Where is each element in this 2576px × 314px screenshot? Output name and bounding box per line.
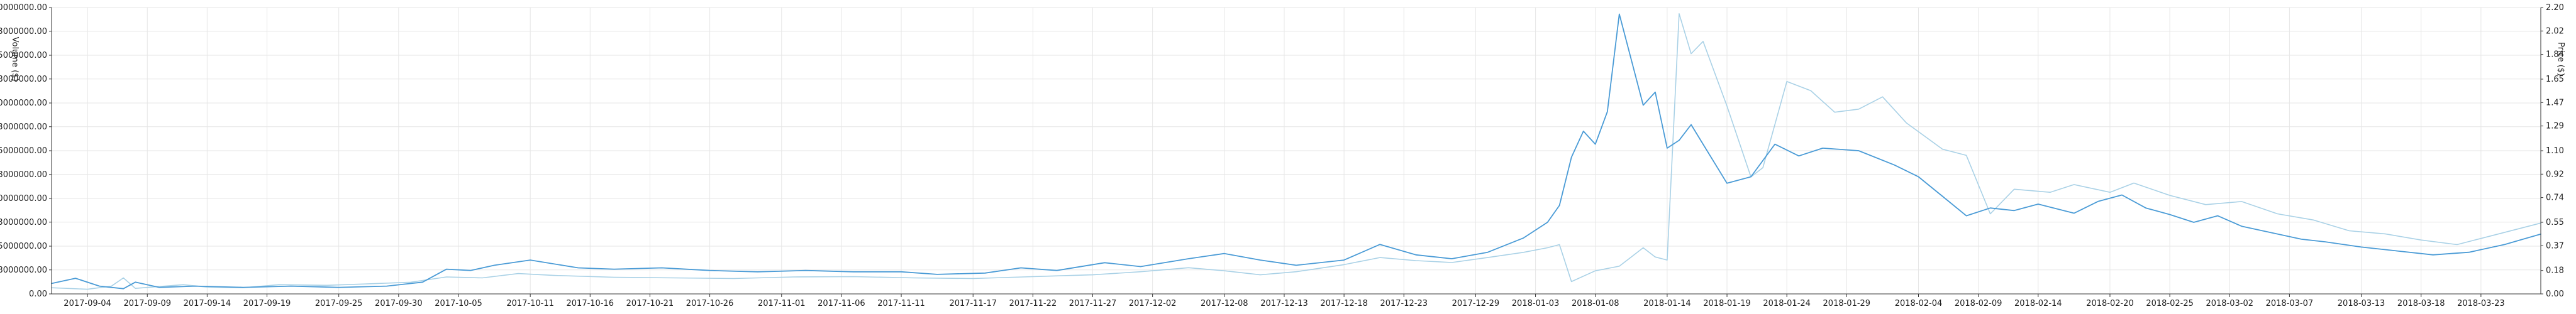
x-axis-tick-label: 2018-01-24 [1763, 299, 1811, 308]
x-axis-tick-label: 2018-01-03 [1512, 299, 1560, 308]
x-axis-tick-label: 2017-09-19 [243, 299, 291, 308]
x-axis-tick-label: 2017-11-27 [1069, 299, 1117, 308]
left-axis-tick-label: 78000000.00 [0, 266, 47, 275]
right-axis-tick-label: 0.18 [2546, 266, 2564, 276]
right-axis-tick-label: 1.65 [2546, 75, 2564, 84]
x-axis-tick-label: 2017-11-17 [949, 299, 997, 308]
x-axis-tick-label: 2018-01-14 [1643, 299, 1691, 308]
right-axis-tick-label: 2.20 [2546, 3, 2564, 13]
x-axis-tick-label: 2017-12-29 [1452, 299, 1500, 308]
x-axis-tick-label: 2018-03-23 [2457, 299, 2505, 308]
axis-layer: 0.00 78000000.00 155000000.00 233000000.00 3… [0, 3, 2564, 308]
x-axis-tick-label: 2018-03-18 [2397, 299, 2445, 308]
left-axis-tick-label: 310000000.00 [0, 194, 47, 203]
x-axis-tick-label: 2018-02-09 [1955, 299, 2002, 308]
grid-layer [52, 7, 2541, 295]
x-axis-tick-label: 2017-09-09 [123, 299, 171, 308]
x-axis-tick-label: 2018-03-07 [2266, 299, 2314, 308]
left-axis-tick-label: 543000000.00 [0, 122, 47, 132]
x-axis-tick-label: 2017-10-26 [686, 299, 734, 308]
right-axis-tick-label: 0.74 [2546, 193, 2564, 203]
x-axis-tick-label: 2018-02-14 [2014, 299, 2062, 308]
left-axis-tick-label: 233000000.00 [0, 218, 47, 227]
left-axis-tick-label: 388000000.00 [0, 170, 47, 180]
x-axis-tick-label: 2017-12-18 [1320, 299, 1368, 308]
x-axis-tick-label: 2018-02-25 [2146, 299, 2194, 308]
right-axis-tick-label: 0.00 [2546, 290, 2564, 299]
right-axis-tick-label: 0.55 [2546, 218, 2564, 227]
x-axis-tick-label: 2017-11-11 [877, 299, 925, 308]
x-axis-tick-label: 2018-01-29 [1823, 299, 1871, 308]
series-layer [51, 13, 2541, 290]
left-axis-tick-label: 775000000.00 [0, 51, 47, 60]
x-axis-tick-label: 2017-09-14 [184, 299, 231, 308]
x-axis-tick-label: 2017-12-08 [1201, 299, 1248, 308]
left-axis-tick-label: 465000000.00 [0, 146, 47, 156]
x-axis-tick-label: 2017-09-30 [375, 299, 423, 308]
right-axis-tick-label: 1.84 [2546, 50, 2564, 60]
left-axis-tick-label: 698000000.00 [0, 75, 47, 84]
x-axis-tick-label: 2017-09-04 [64, 299, 111, 308]
x-axis-tick-label: 2017-10-16 [567, 299, 614, 308]
x-axis-tick-label: 2017-10-05 [435, 299, 482, 308]
x-axis-tick-label: 2017-11-06 [818, 299, 865, 308]
x-axis-tick-label: 2017-11-01 [758, 299, 806, 308]
left-axis-tick-label: 0.00 [29, 290, 47, 299]
y-left-axis-title: Volume ($) [10, 37, 19, 82]
right-axis-tick-label: 1.10 [2546, 146, 2564, 156]
x-axis-tick-label: 2018-02-04 [1895, 299, 1943, 308]
right-axis-tick-label: 0.92 [2546, 170, 2564, 179]
x-axis-tick-label: 2017-09-25 [315, 299, 363, 308]
x-axis-tick-label: 2017-12-13 [1260, 299, 1308, 308]
x-axis-tick-label: 2018-02-20 [2086, 299, 2134, 308]
x-axis-tick-label: 2018-01-08 [1572, 299, 1619, 308]
left-axis-tick-label: 930000000.00 [0, 3, 47, 13]
x-axis-tick-label: 2017-10-11 [506, 299, 554, 308]
right-axis-tick-label: 1.29 [2546, 122, 2564, 131]
right-axis-tick-label: 1.47 [2546, 98, 2564, 107]
x-axis-tick-label: 2017-10-21 [626, 299, 674, 308]
left-axis-tick-label: 853000000.00 [0, 27, 47, 36]
left-axis-tick-label: 155000000.00 [0, 242, 47, 251]
x-axis-tick-label: 2018-03-02 [2206, 299, 2253, 308]
volume-series-line [51, 13, 2541, 290]
right-axis-tick-label: 0.37 [2546, 241, 2564, 251]
x-axis-tick-label: 2018-01-19 [1703, 299, 1751, 308]
x-axis-tick-label: 2017-12-23 [1380, 299, 1428, 308]
left-axis-tick-label: 620000000.00 [0, 99, 47, 108]
x-axis-tick-label: 2017-12-02 [1129, 299, 1177, 308]
right-axis-tick-label: 2.02 [2546, 26, 2564, 36]
x-axis-tick-label: 2018-03-13 [2338, 299, 2385, 308]
price-series-line [51, 13, 2541, 290]
y-right-axis-title: Price ($) [2556, 42, 2565, 76]
x-axis-tick-label: 2017-11-22 [1009, 299, 1057, 308]
